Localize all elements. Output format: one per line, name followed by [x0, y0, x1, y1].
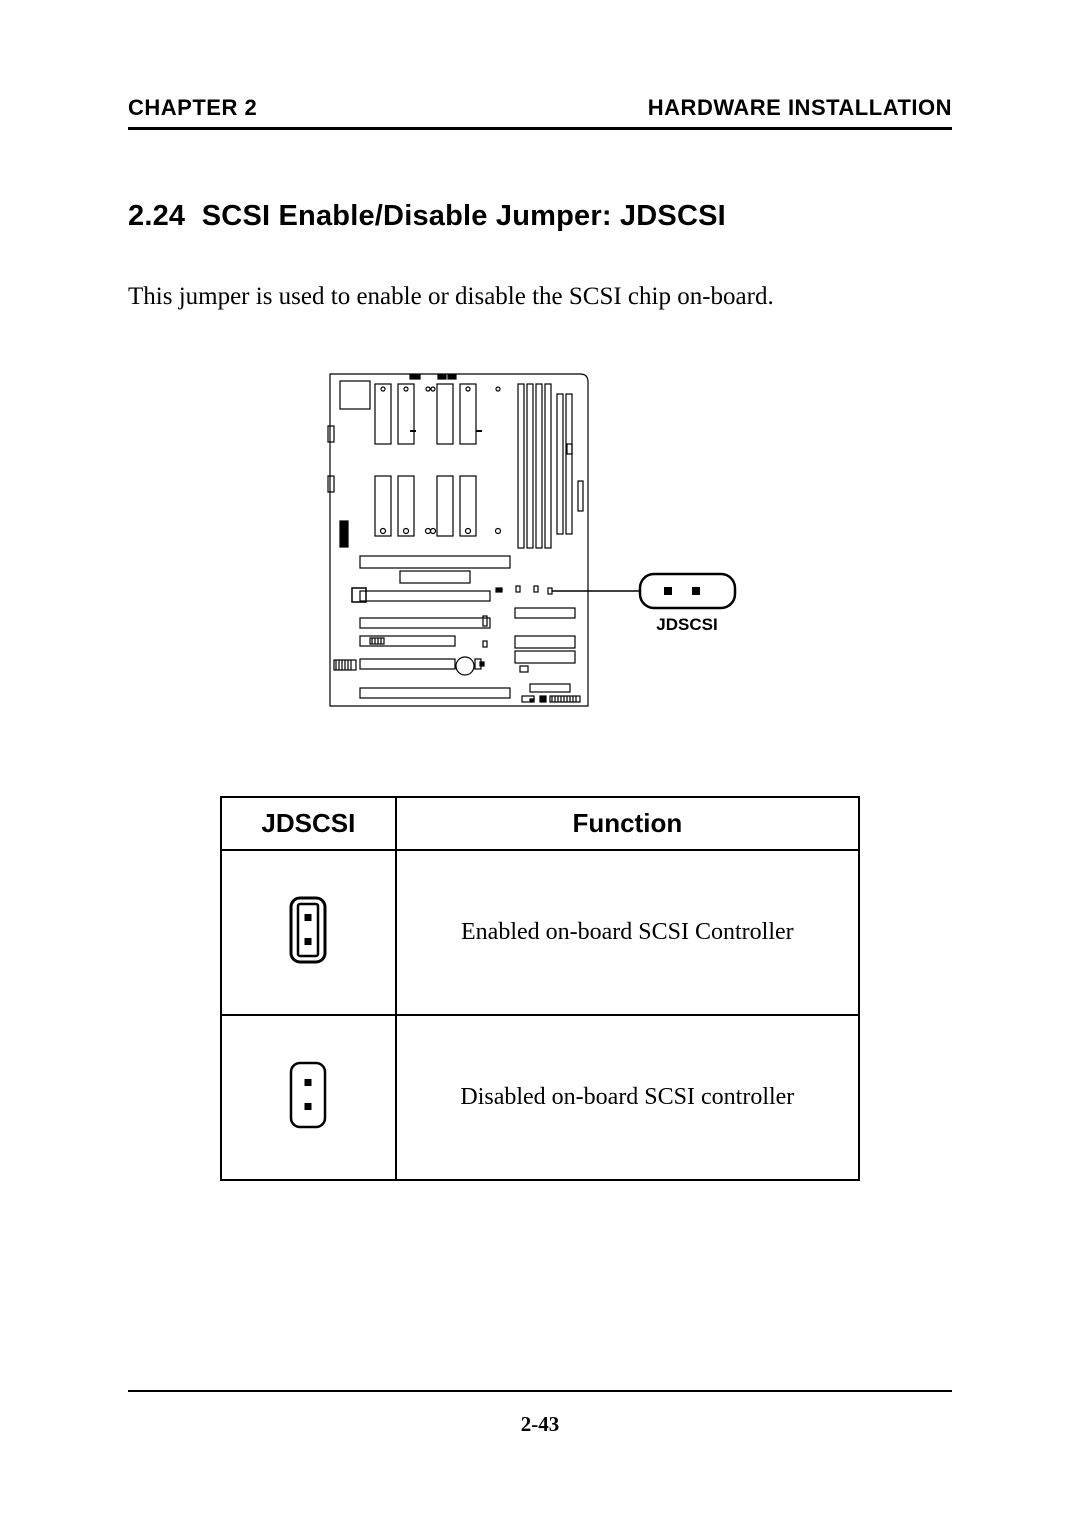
header-chapter: CHAPTER 2: [128, 95, 257, 121]
table-header-function: Function: [396, 797, 859, 850]
jdscsi-callout: JDSCSI: [640, 574, 735, 634]
table-row: Disabled on-board SCSI controller: [221, 1015, 859, 1180]
section-title: 2.24 SCSI Enable/Disable Jumper: JDSCSI: [128, 200, 952, 233]
jumper-closed-cell: [221, 850, 396, 1015]
table-header-row: JDSCSI Function: [221, 797, 859, 850]
jumper-open-icon: [283, 1055, 333, 1135]
section-number: 2.24: [128, 200, 185, 232]
header-section: HARDWARE INSTALLATION: [648, 95, 952, 121]
page: CHAPTER 2 HARDWARE INSTALLATION 2.24 SCS…: [0, 0, 1080, 1522]
jumper-function-table: JDSCSI Function Enabled on-board SCSI Co…: [220, 796, 860, 1181]
body-paragraph: This jumper is used to enable or disable…: [128, 283, 952, 311]
motherboard-figure: JDSCSI: [128, 366, 952, 726]
motherboard-diagram-icon: JDSCSI: [320, 366, 760, 726]
section-heading: SCSI Enable/Disable Jumper: JDSCSI: [202, 200, 726, 232]
function-enabled: Enabled on-board SCSI Controller: [396, 850, 859, 1015]
page-number: 2-43: [0, 1412, 1080, 1437]
jumper-closed-icon: [283, 890, 333, 970]
page-header: CHAPTER 2 HARDWARE INSTALLATION: [128, 95, 952, 130]
table-row: Enabled on-board SCSI Controller: [221, 850, 859, 1015]
table-header-jdscsi: JDSCSI: [221, 797, 396, 850]
function-disabled: Disabled on-board SCSI controller: [396, 1015, 859, 1180]
jumper-open-cell: [221, 1015, 396, 1180]
callout-label: JDSCSI: [656, 615, 717, 634]
footer-rule: [128, 1390, 952, 1392]
